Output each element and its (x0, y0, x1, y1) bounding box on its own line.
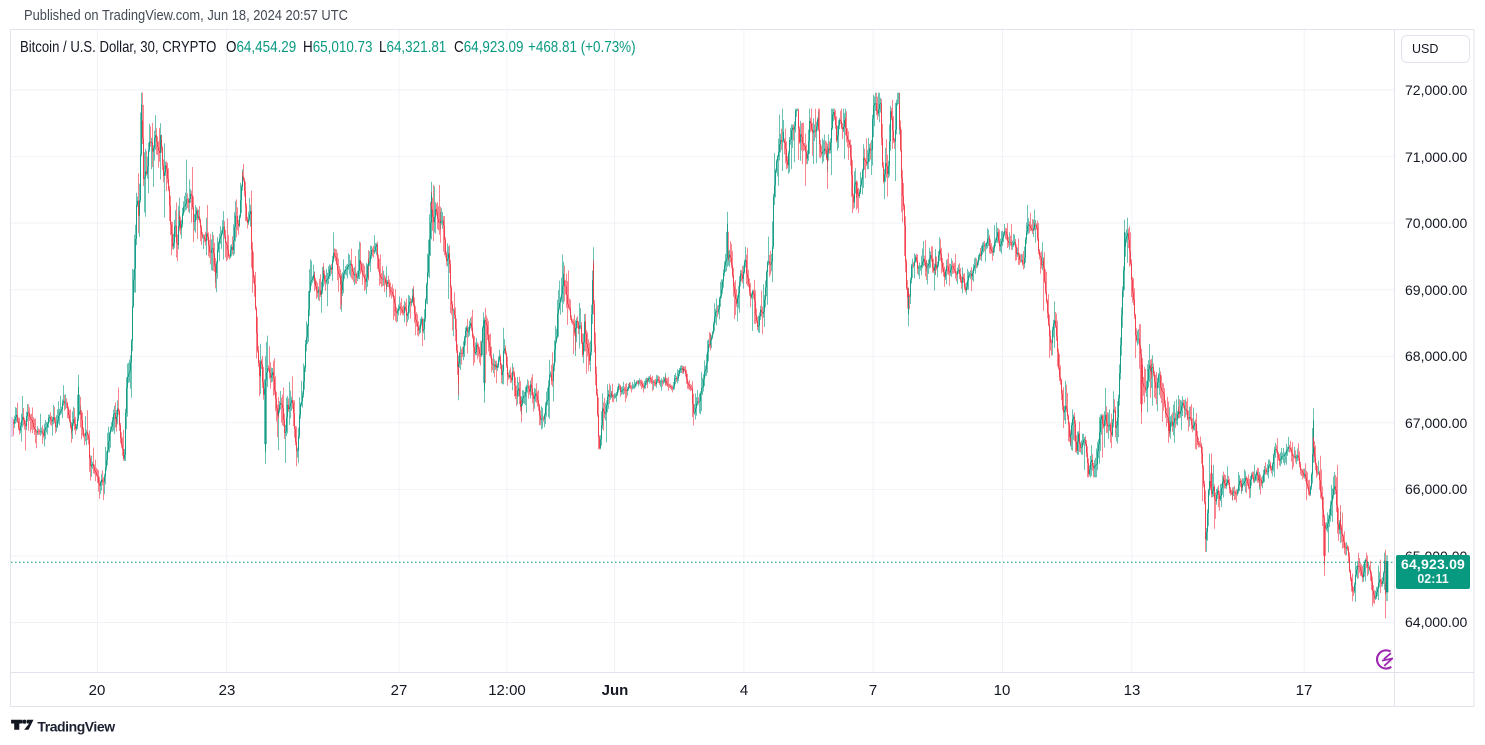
svg-text:TradingView: TradingView (37, 718, 115, 734)
